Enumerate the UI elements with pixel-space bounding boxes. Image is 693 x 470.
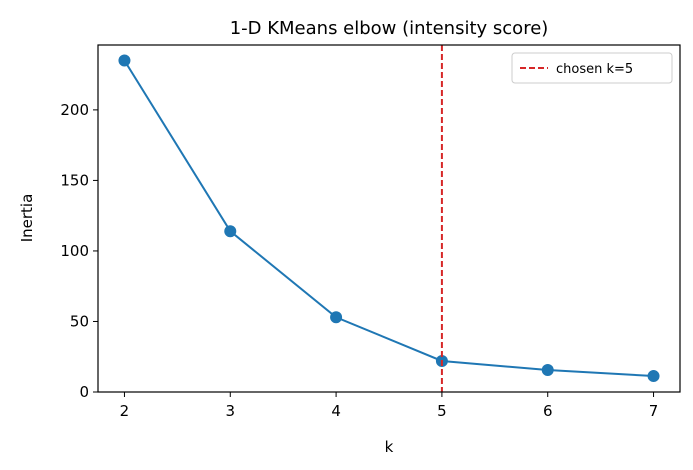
plot-frame [97, 44, 681, 393]
x-tick-label: 6 [543, 402, 553, 420]
legend-label: chosen k=5 [556, 62, 633, 77]
data-point [541, 363, 554, 376]
x-tick-label: 3 [225, 402, 235, 420]
y-tick-label: 150 [60, 171, 89, 189]
data-line [123, 59, 654, 378]
y-tick-label: 200 [60, 101, 89, 119]
x-tick-label: 2 [120, 402, 130, 420]
data-point [330, 311, 343, 324]
data-point [118, 54, 131, 67]
y-tick-label: 0 [79, 383, 89, 401]
y-tick-label: 100 [60, 242, 89, 260]
x-tick-label: 7 [649, 402, 659, 420]
x-tick-label: 5 [437, 402, 447, 420]
legend-box [511, 52, 673, 84]
data-point [647, 370, 660, 383]
y-tick-label: 50 [70, 312, 89, 330]
x-tick-label: 4 [331, 402, 341, 420]
data-point [224, 225, 237, 238]
y-axis-label: Inertia [18, 194, 36, 243]
x-axis-label: k [385, 438, 394, 456]
chart-title: 1-D KMeans elbow (intensity score) [230, 18, 549, 39]
